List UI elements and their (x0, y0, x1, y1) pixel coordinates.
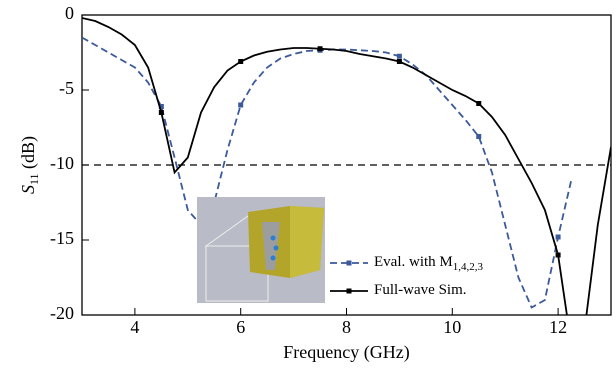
marker (397, 54, 402, 59)
legend-label-main: Eval. with M (374, 254, 453, 270)
y-label-main: S (18, 185, 38, 194)
x-axis-label: Frequency (GHz) (283, 342, 409, 363)
y-label-rest: (dB) (18, 136, 39, 174)
marker (556, 235, 561, 240)
marker (238, 103, 243, 108)
x-tick-label: 4 (130, 317, 139, 337)
marker (397, 59, 402, 64)
legend-label-sub: 1,4,2,3 (453, 261, 484, 273)
legend-label: Eval. with M1,4,2,3 (374, 254, 484, 272)
marker (159, 110, 164, 115)
legend-label-main: Full-wave Sim. (374, 282, 467, 298)
x-tick-label: 10 (443, 317, 461, 337)
marker (476, 101, 481, 106)
legend-marker (347, 289, 352, 294)
inset-model-image (197, 197, 325, 303)
x-tick-label: 8 (342, 317, 351, 337)
y-tick-label: -10 (50, 153, 74, 173)
marker (476, 134, 481, 139)
x-tick-label: 12 (549, 317, 567, 337)
series-line (82, 38, 571, 308)
series-line (82, 18, 611, 345)
marker (318, 46, 323, 51)
marker (238, 59, 243, 64)
y-label-sub: 11 (27, 173, 41, 185)
y-tick-label: -5 (59, 78, 74, 98)
chart: 4 6 8 10 12 0 -5 -10 -15 -20 Frequency (GHz) S11 (d… (0, 0, 616, 371)
legend-label: Full-wave Sim. (374, 282, 467, 298)
y-axis-label: S11 (dB) (18, 136, 41, 194)
y-tick-label: -15 (50, 228, 74, 248)
y-tick-label: -20 (50, 303, 74, 323)
plot-area (82, 18, 611, 345)
legend-marker (347, 261, 352, 266)
y-tick-label: 0 (65, 3, 74, 23)
x-tick-label: 6 (236, 317, 245, 337)
marker (556, 253, 561, 258)
